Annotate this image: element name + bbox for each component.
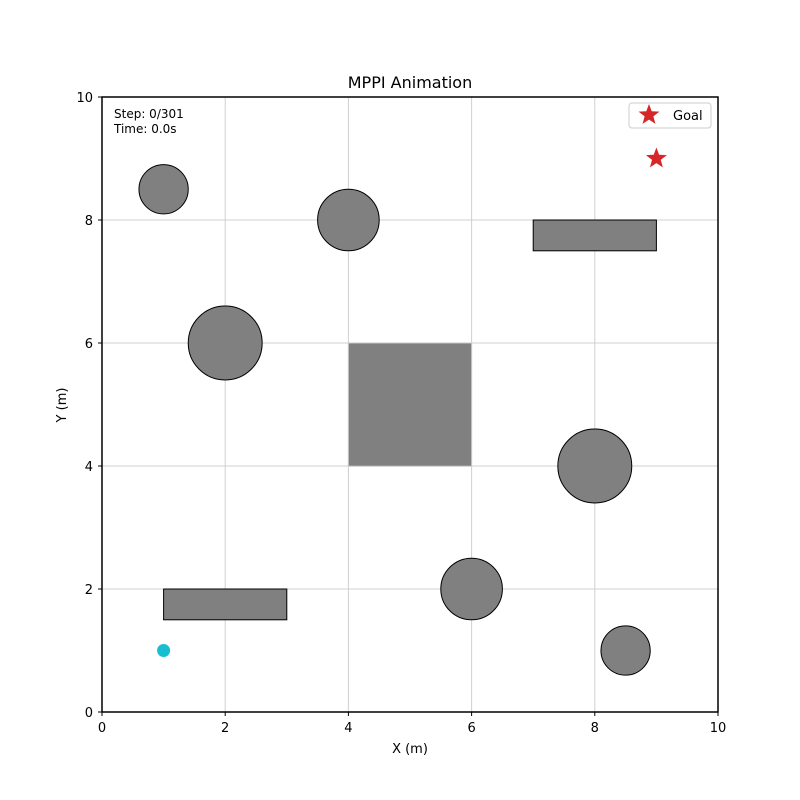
rect-obstacle: [347, 342, 473, 467]
y-tick-label: 8: [85, 214, 93, 229]
goal-marker: [645, 147, 667, 168]
time-readout: Time: 0.0s: [113, 122, 177, 136]
circle-obstacle: [138, 164, 189, 215]
y-tick-label: 2: [85, 583, 93, 598]
circle-obstacle: [317, 188, 380, 252]
plot-frame: [101, 96, 719, 713]
x-tick-label: 10: [710, 721, 727, 736]
legend-label-goal: Goal: [673, 109, 703, 124]
markers: [157, 147, 667, 657]
robot-marker: [157, 644, 171, 657]
x-axis-label: X (m): [392, 742, 428, 757]
y-axis-label: Y (m): [55, 388, 70, 424]
y-tick-label: 0: [85, 706, 93, 721]
y-tick-label: 10: [76, 91, 93, 106]
circle-obstacle: [440, 557, 503, 621]
legend: Goal: [628, 102, 712, 129]
rect-obstacle: [163, 588, 288, 621]
x-tick-label: 4: [344, 721, 352, 736]
x-tick-label: 2: [221, 721, 229, 736]
step-readout: Step: 0/301: [114, 107, 184, 121]
chart-title: MPPI Animation: [348, 73, 472, 92]
obstacles: [138, 164, 657, 676]
circle-obstacle: [600, 625, 651, 676]
circle-obstacle: [187, 305, 263, 381]
circle-obstacle: [557, 428, 633, 504]
ticks: 0 2 4 6 8 10 0 2 4 6 8 10: [76, 91, 726, 736]
y-tick-label: 4: [85, 460, 93, 475]
y-tick-label: 6: [85, 337, 93, 352]
legend-star-icon: [638, 104, 660, 124]
rect-obstacle: [532, 219, 657, 252]
x-tick-label: 6: [467, 721, 475, 736]
x-tick-label: 8: [591, 721, 599, 736]
x-tick-label: 0: [98, 721, 106, 736]
